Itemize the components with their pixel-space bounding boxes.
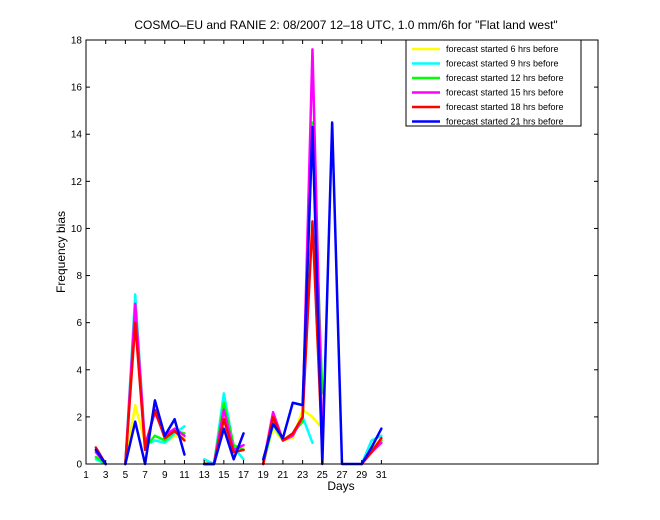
legend-label-2: forecast started 9 hrs before xyxy=(446,59,559,69)
series-6-line-segment-2 xyxy=(124,399,186,466)
x-tick-label: 17 xyxy=(238,470,250,481)
series-layer xyxy=(94,48,383,466)
series-2-line-segment-2 xyxy=(124,293,186,466)
series-4-line-segment-4 xyxy=(261,48,324,466)
y-tick-label: 12 xyxy=(71,177,83,188)
legend: forecast started 6 hrs before forecast st… xyxy=(405,39,582,127)
y-tick-label: 18 xyxy=(71,36,83,47)
x-tick-label: 1 xyxy=(83,470,89,481)
series-5-line-segment-2 xyxy=(124,321,186,466)
x-tick-label: 29 xyxy=(356,470,368,481)
y-tick-label: 16 xyxy=(71,83,83,94)
y-tick-label: 6 xyxy=(76,318,82,329)
series-6-line-segment-1 xyxy=(94,448,107,466)
x-tick-label: 15 xyxy=(218,470,230,481)
x-tick-label: 31 xyxy=(376,470,388,481)
y-tick-label: 0 xyxy=(76,460,82,471)
x-tick-label: 25 xyxy=(317,470,329,481)
legend-label-1: forecast started 6 hrs before xyxy=(446,44,559,54)
legend-label-6: forecast started 21 hrs before xyxy=(446,117,564,127)
y-tick-label: 4 xyxy=(76,365,82,376)
y-tick-label: 14 xyxy=(71,130,83,141)
x-tick-label: 23 xyxy=(297,470,309,481)
x-tick-label: 3 xyxy=(103,470,109,481)
x-tick-label: 5 xyxy=(123,470,129,481)
x-tick-label: 19 xyxy=(258,470,270,481)
chart-title: COSMO–EU and RANIE 2: 08/2007 12–18 UTC,… xyxy=(134,18,557,32)
x-tick-label: 9 xyxy=(162,470,168,481)
x-axis-ticks: 1 3 5 7 9 11 13 15 17 19 21 23 25 27 29 31 xyxy=(83,40,387,481)
legend-box xyxy=(405,39,582,127)
y-axis-ticks: 0 2 4 6 8 10 12 14 16 18 xyxy=(71,36,598,471)
x-axis-label: Days xyxy=(327,479,354,493)
y-tick-label: 8 xyxy=(76,271,82,282)
x-tick-label: 13 xyxy=(199,470,211,481)
x-tick-label: 21 xyxy=(277,470,289,481)
series-5-line-segment-4 xyxy=(261,220,324,466)
y-axis-label: Frequency bias xyxy=(54,211,68,293)
x-tick-label: 11 xyxy=(179,470,190,481)
y-tick-label: 10 xyxy=(71,224,83,235)
x-tick-label: 7 xyxy=(142,470,148,481)
legend-label-4: forecast started 15 hrs before xyxy=(446,88,564,98)
legend-label-3: forecast started 12 hrs before xyxy=(446,73,564,83)
y-tick-label: 2 xyxy=(76,412,82,423)
legend-label-5: forecast started 18 hrs before xyxy=(446,102,564,112)
x-tick-label: 27 xyxy=(336,470,348,481)
